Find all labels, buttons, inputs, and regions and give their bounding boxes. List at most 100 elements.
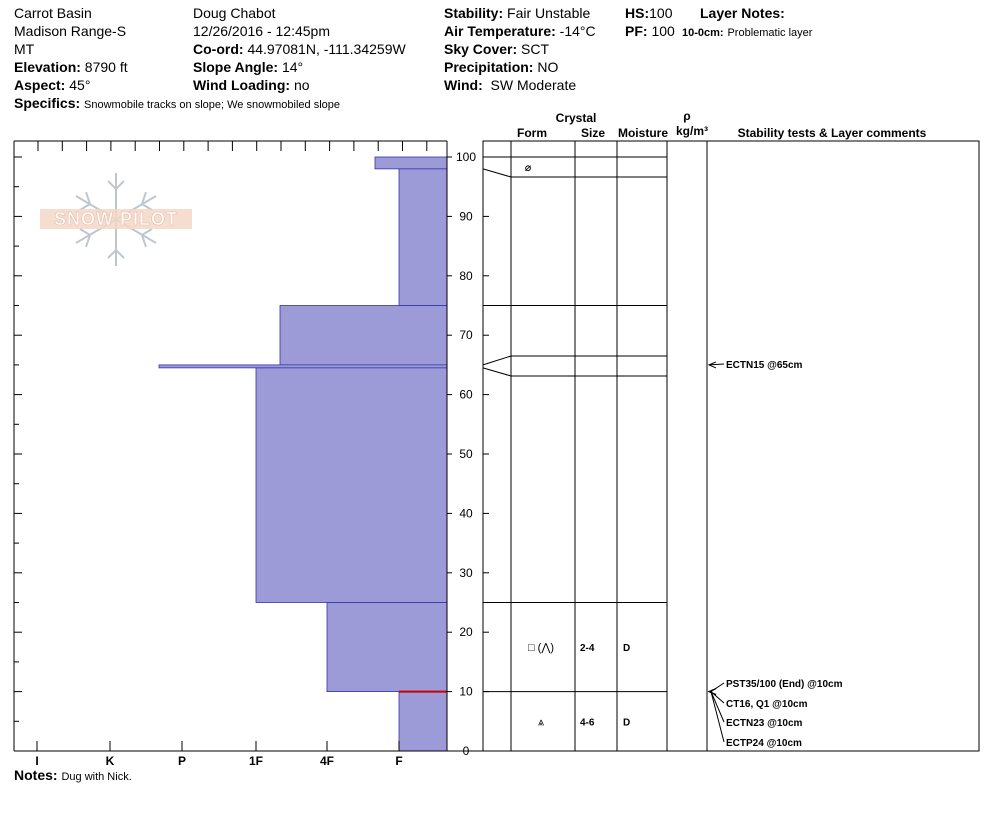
hardness-bar-3 xyxy=(158,364,448,369)
hardness-label-K: K xyxy=(106,754,115,768)
depth-tick-label: 30 xyxy=(459,566,473,580)
pf: PF: 100 xyxy=(625,22,675,40)
coord-label: Co-ord: xyxy=(193,41,244,57)
logo-banner xyxy=(40,209,192,229)
slope-label: Slope Angle: xyxy=(193,59,279,75)
layer-form-0: □ (⋀) xyxy=(528,642,554,654)
hardness-bar-2 xyxy=(279,305,448,366)
layer-connector xyxy=(482,355,512,366)
depth-tick-label: 100 xyxy=(456,150,476,164)
hs: HS:100 xyxy=(625,4,672,22)
pf-value: 100 xyxy=(651,23,675,39)
layer-connector xyxy=(482,367,512,377)
stability-value: Fair Unstable xyxy=(507,5,591,21)
hardness-bar-4 xyxy=(255,367,448,603)
slope-value: 14° xyxy=(281,59,304,75)
hs-label: HS: xyxy=(625,5,650,21)
layer-note-text: Problematic layer xyxy=(727,27,813,39)
air-temperature: Air Temperature: -14°C xyxy=(444,22,596,40)
aspect-value: 45° xyxy=(69,77,91,93)
table-border xyxy=(482,140,980,752)
hardness-label-I: I xyxy=(35,754,38,768)
layer-note-range: 10-0cm: xyxy=(682,27,724,39)
layer-notes-label: Layer Notes: xyxy=(700,5,785,21)
coord-value: 44.97081N, -111.34259W xyxy=(247,41,406,57)
hardness-bar-5 xyxy=(326,602,448,692)
specifics: Specifics: Snowmobile tracks on slope; W… xyxy=(14,94,340,114)
state: MT xyxy=(14,41,35,57)
aspect: Aspect: 45° xyxy=(14,76,90,94)
precip-label: Precipitation: xyxy=(444,59,534,75)
logo-text: SNOW PILOT xyxy=(54,209,178,229)
wind-loading: Wind Loading: no xyxy=(193,76,310,94)
layer-form-1: ⩓ xyxy=(538,716,545,728)
depth-tick-label: 20 xyxy=(459,625,473,639)
depth-tick-label: 50 xyxy=(459,447,473,461)
hardness-bar-6 xyxy=(398,691,448,752)
test-arrow-line xyxy=(710,691,725,723)
stability-test-label: CT16, Q1 @10cm xyxy=(726,699,808,710)
stratigraphy-table: Crystal Form Size Moisture ρ kg/m³ Stabi… xyxy=(482,109,980,752)
header-size: Size xyxy=(581,126,605,140)
sky-value: SCT xyxy=(521,41,550,57)
wind-loading-value: no xyxy=(293,77,310,93)
layer-moisture-1: D xyxy=(623,717,630,728)
depth-tick-label: 40 xyxy=(459,506,473,520)
specifics-label: Specifics: xyxy=(14,95,81,111)
slope-angle: Slope Angle: 14° xyxy=(193,58,303,76)
depth-tick-label: 80 xyxy=(459,269,473,283)
wind-value: SW Moderate xyxy=(490,77,577,93)
stability-test-label: ECTN23 @10cm xyxy=(726,718,803,729)
layer-size-0: 2-4 xyxy=(580,643,595,654)
depth-tick-label: 70 xyxy=(459,328,473,342)
layer-size-1: 4-6 xyxy=(580,717,595,728)
notes: Notes: Dug with Nick. xyxy=(14,766,132,786)
stability-label: Stability: xyxy=(444,5,504,21)
hardness-label-F: F xyxy=(395,754,402,768)
depth-tick-label: 10 xyxy=(459,685,473,699)
range: Madison Range-S xyxy=(14,23,127,39)
elevation-label: Elevation: xyxy=(14,59,81,75)
header-form: Form xyxy=(517,126,547,140)
pf-label: PF: xyxy=(625,23,648,39)
observer: Doug Chabot xyxy=(193,5,276,21)
notes-label: Notes: xyxy=(14,767,58,783)
wind: Wind: SW Moderate xyxy=(444,76,576,94)
sky-label: Sky Cover: xyxy=(444,41,518,57)
crystal-symbol: ⌀ xyxy=(525,162,532,174)
test-arrow-line xyxy=(710,691,725,743)
header-crystal: Crystal xyxy=(556,111,597,125)
layer-connector xyxy=(482,168,512,178)
stability-test-label: PST35/100 (End) @10cm xyxy=(726,679,843,690)
air-temp-label: Air Temperature: xyxy=(444,23,556,39)
air-temp-value: -14°C xyxy=(559,23,596,39)
hardness-bar-1 xyxy=(398,168,448,306)
test-arrow-head xyxy=(707,361,717,369)
test-arrow-head xyxy=(707,688,717,696)
layer-moisture-0: D xyxy=(623,643,630,654)
stability: Stability: Fair Unstable xyxy=(444,4,590,22)
depth-tick-label: 0 xyxy=(463,744,470,758)
specifics-value: Snowmobile tracks on slope; We snowmobil… xyxy=(84,99,341,111)
hardness-label-1F: 1F xyxy=(249,754,263,768)
hardness-label-P: P xyxy=(178,754,186,768)
depth-tick-label: 60 xyxy=(459,388,473,402)
wind-label: Wind: xyxy=(444,77,483,93)
test-arrow-line xyxy=(708,363,725,366)
hardness-label-4F: 4F xyxy=(320,754,334,768)
header-comments: Stability tests & Layer comments xyxy=(738,126,927,140)
coordinates: Co-ord: 44.97081N, -111.34259W xyxy=(193,40,406,58)
location: Carrot Basin xyxy=(14,5,92,21)
hardness-bar-0 xyxy=(374,156,448,170)
elevation-value: 8790 ft xyxy=(84,59,128,75)
notes-value: Dug with Nick. xyxy=(61,771,132,783)
precipitation: Precipitation: NO xyxy=(444,58,558,76)
depth-axis: 0 10 20 30 40 50 60 70 80 90 100 xyxy=(447,150,476,758)
aspect-label: Aspect: xyxy=(14,77,66,93)
header-moisture: Moisture xyxy=(618,126,668,140)
sky-cover: Sky Cover: SCT xyxy=(444,40,549,58)
layer-notes-heading: Layer Notes: xyxy=(700,4,785,22)
precip-value: NO xyxy=(537,59,559,75)
depth-tick-label: 90 xyxy=(459,209,473,223)
